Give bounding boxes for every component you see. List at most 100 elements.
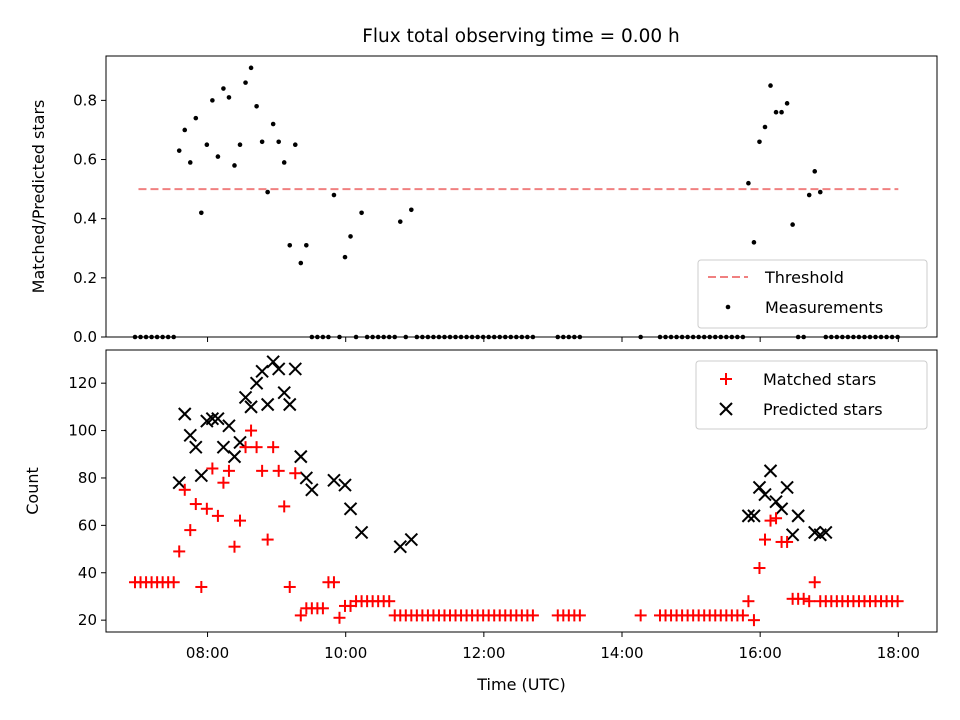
predicted-star-point [741,509,756,523]
matched-star-point [267,441,280,454]
legend-predicted-swatch [719,402,733,416]
predicted-star-point [763,464,778,478]
matched-star-point [333,611,346,624]
matched-star-point [758,533,771,546]
predicted-star-point [327,473,341,488]
predicted-star-point [222,419,236,433]
predicted-star-point [216,440,231,454]
measurement-point [199,210,204,216]
matched-star-point [764,514,777,527]
predicted-star-points [172,355,833,554]
matched-star-point [383,595,396,608]
top-legend: Threshold Measurements [697,259,928,329]
predicted-star-point [178,407,192,421]
measurement-point [232,163,237,168]
measurement-point [243,80,248,85]
bottom-y-tick-label: 20 [78,611,97,629]
matched-star-point [803,595,816,608]
measurement-point [812,169,818,174]
legend-measurements-label: Measurements [765,298,883,317]
measurement-point [397,219,403,224]
measurement-point [265,189,270,195]
x-axis-label: Time (UTC) [476,675,565,694]
measurement-point [817,189,823,195]
predicted-star-point [769,494,783,509]
measurement-point [773,109,779,115]
predicted-star-point [211,412,225,426]
measurement-point [287,243,293,248]
x-tick-label: 18:00 [877,644,920,662]
matched-star-point [200,502,213,515]
matched-star-point [195,580,208,593]
measurement-point [281,160,287,165]
predicted-star-point [255,364,269,379]
predicted-star-point [354,525,369,540]
bottom-axes-frame [105,349,938,633]
predicted-star-point [288,362,302,376]
predicted-star-point [305,483,319,497]
matched-star-point [228,540,241,553]
x-tick-label: 10:00 [324,644,367,662]
measurement-point [221,86,226,91]
matched-star-point [742,595,755,608]
predicted-star-point [249,376,264,390]
measurement-point [254,103,259,109]
legend-matched-label: Matched stars [763,370,876,389]
matched-star-point [753,562,766,575]
top-axes-frame [105,55,938,338]
x-tick-label: 08:00 [186,644,229,662]
legend-measurements-swatch [725,304,731,310]
measurement-point [248,65,254,71]
predicted-star-point [758,487,772,502]
predicted-star-point [780,480,794,495]
predicted-star-point [189,440,203,454]
matched-star-point [239,441,252,454]
predicted-star-point [183,428,197,443]
measurement-point [210,98,215,103]
matched-star-points [129,424,904,627]
measurement-point [409,207,414,213]
legend-threshold-label: Threshold [764,268,844,287]
matched-star-point [770,512,783,525]
predicted-star-point [819,525,833,540]
predicted-star-point [774,502,789,516]
measurement-point [806,192,812,198]
predicted-star-point [338,478,352,492]
measurement-point [204,142,210,148]
measurement-point [237,142,243,148]
matched-star-point [526,609,539,622]
bottom-y-axis-label: Count [23,467,42,515]
predicted-star-point [266,355,280,369]
measurement-point [751,240,757,245]
predicted-star-point [271,362,286,376]
top-y-axis-label: Matched/Predicted stars [29,100,48,294]
measurement-point [292,142,298,148]
matched-star-point [747,614,760,627]
matched-star-point [173,545,186,558]
bottom-y-tick-label: 100 [68,422,97,440]
bottom-y-tick-label: 60 [78,516,97,534]
top-panel: Flux total observing time = 0.00 h 0.00.… [29,26,938,346]
top-y-tick-label: 0.8 [73,91,97,109]
measurement-point [187,160,193,165]
bottom-y-ticks: 20 40 60 80 100 120 [68,374,106,629]
predicted-star-point [343,502,358,516]
measurement-point [762,124,768,130]
bottom-legend: Matched stars Predicted stars [695,360,928,430]
bottom-y-tick-label: 120 [68,374,97,392]
measurement-point [746,180,751,186]
x-tick-label: 12:00 [462,644,505,662]
top-y-ticks: 0.0 0.2 0.4 0.6 0.8 [73,91,106,346]
top-y-tick-label: 0.0 [73,328,97,346]
bottom-legend-box [695,360,928,430]
matched-star-point [184,524,197,537]
measurement-point [790,222,795,227]
matched-star-point [217,476,230,489]
measurement-point [348,234,353,239]
chart-title: Flux total observing time = 0.00 h [362,26,680,47]
matched-star-point [178,483,191,496]
measurement-point [757,139,762,145]
matched-star-point [316,602,329,615]
